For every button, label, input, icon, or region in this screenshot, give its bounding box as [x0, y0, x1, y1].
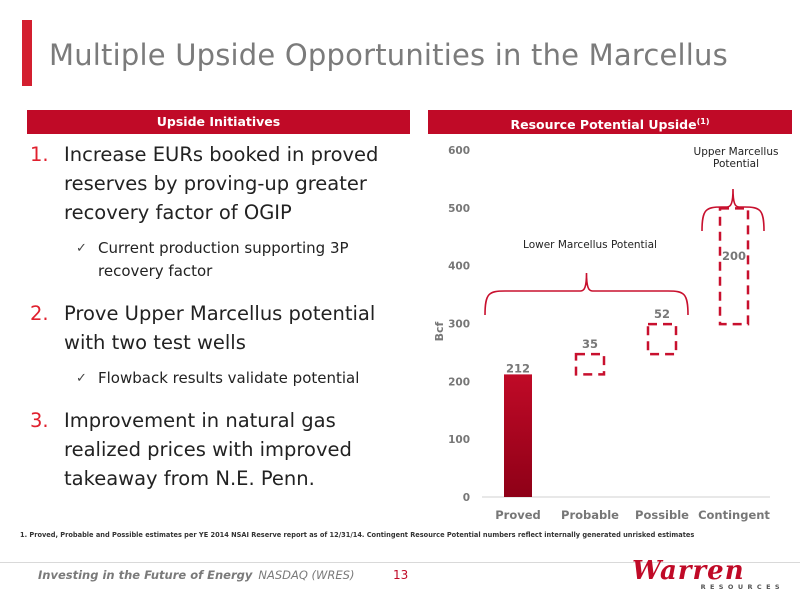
initiative-1-text: Increase EURs booked in proved reserves … — [64, 143, 379, 224]
initiatives-list: 1. Increase EURs booked in proved reserv… — [30, 140, 405, 508]
bar-proved — [504, 374, 532, 497]
resource-potential-header-label: Resource Potential Upside — [510, 117, 697, 133]
initiative-2-subpoint-text: Flowback results validate potential — [98, 369, 360, 387]
data-label: 52 — [654, 307, 670, 321]
data-label: 212 — [506, 361, 530, 375]
company-logo: Warren RESOURCES — [632, 556, 792, 592]
y-tick-label: 0 — [463, 492, 470, 504]
initiative-1: 1. Increase EURs booked in proved reserv… — [30, 140, 405, 227]
checkmark-icon: ✓ — [76, 371, 87, 386]
bar-contingent — [718, 207, 750, 326]
y-tick-label: 600 — [448, 145, 470, 157]
footnote-marker: (1) — [696, 117, 710, 126]
y-axis-label: Bcf — [433, 321, 446, 341]
initiative-1-subpoint-text: Current production supporting 3P recover… — [98, 239, 349, 280]
tagline-text: Investing in the Future of Energy — [38, 568, 253, 582]
logo-name: Warren — [632, 556, 745, 586]
upper-marcellus-brace — [701, 188, 765, 232]
x-tick-label: Proved — [495, 508, 541, 522]
footnote: 1. Proved, Probable and Possible estimat… — [20, 531, 695, 539]
initiative-2-number: 2. — [30, 302, 49, 325]
upside-initiatives-header: Upside Initiatives — [27, 110, 410, 134]
title-accent-bar — [22, 20, 32, 86]
y-tick-label: 200 — [448, 376, 470, 388]
y-tick-label: 500 — [448, 203, 470, 215]
x-tick-label: Possible — [635, 508, 689, 522]
bar-possible — [646, 322, 678, 356]
page-title: Multiple Upside Opportunities in the Mar… — [49, 38, 728, 72]
y-tick-label: 400 — [448, 261, 470, 273]
initiative-3-text: Improvement in natural gas realized pric… — [64, 409, 352, 490]
initiative-1-subpoint: ✓ Current production supporting 3P recov… — [76, 237, 405, 283]
initiative-3: 3. Improvement in natural gas realized p… — [30, 406, 405, 493]
x-tick-label: Contingent — [698, 508, 770, 522]
initiative-2-subpoint: ✓ Flowback results validate potential — [76, 367, 405, 390]
bar-probable — [574, 352, 606, 376]
y-tick-label: 100 — [448, 434, 470, 446]
data-label: 35 — [582, 337, 598, 351]
upside-initiatives-header-label: Upside Initiatives — [156, 114, 281, 129]
x-tick-label: Probable — [561, 508, 619, 522]
initiative-2-text: Prove Upper Marcellus potential with two… — [64, 302, 376, 354]
y-tick-label: 300 — [448, 319, 470, 331]
initiative-3-number: 3. — [30, 409, 49, 432]
resource-potential-header: Resource Potential Upside(1) — [428, 110, 792, 134]
footer-tagline: Investing in the Future of Energy NASDAQ … — [38, 568, 354, 582]
initiative-1-number: 1. — [30, 143, 49, 166]
lower-marcellus-annotation: Lower Marcellus Potential — [523, 239, 657, 251]
logo-subtitle: RESOURCES — [700, 583, 784, 591]
checkmark-icon: ✓ — [76, 241, 87, 256]
upper-marcellus-annotation: Upper Marcellus — [694, 146, 779, 158]
initiative-2: 2. Prove Upper Marcellus potential with … — [30, 299, 405, 357]
page-number: 13 — [393, 568, 409, 582]
upper-marcellus-annotation: Potential — [713, 158, 759, 170]
footer-divider — [0, 562, 800, 563]
data-label: 200 — [722, 249, 746, 263]
resource-potential-chart: 0 100 200 300 400 500 600 Bcf 212 Proved 35 Probabl… — [433, 145, 779, 522]
lower-marcellus-brace — [484, 272, 689, 316]
ticker-text: NASDAQ (WRES) — [258, 568, 355, 582]
